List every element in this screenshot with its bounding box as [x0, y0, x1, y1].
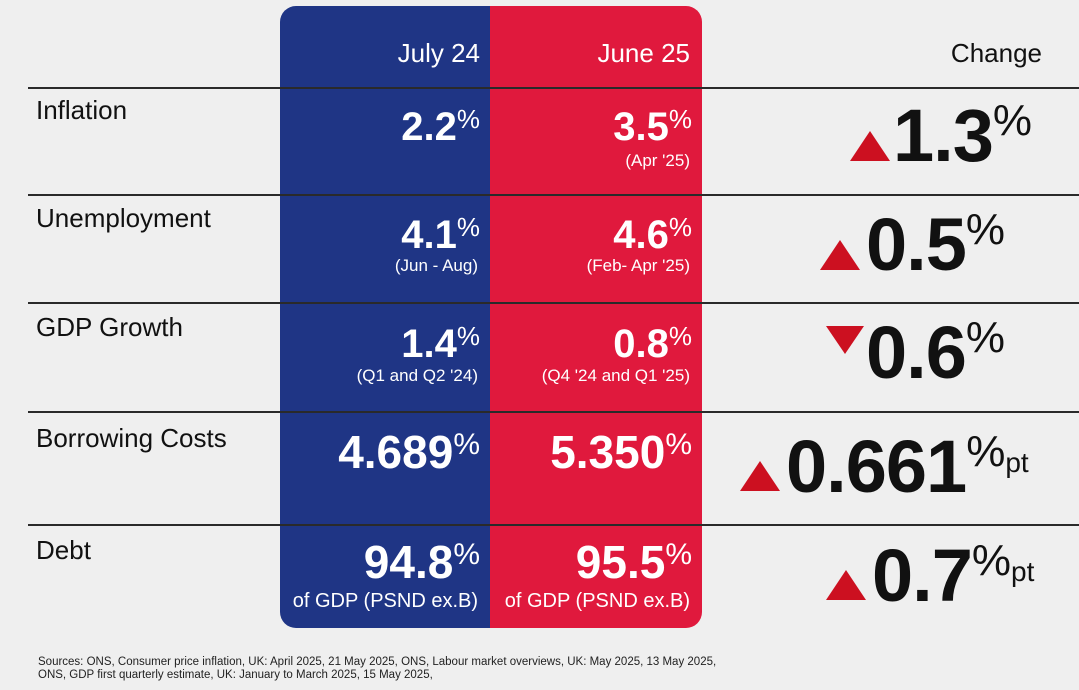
change-unit: pt: [1011, 556, 1035, 587]
up-triangle-icon: [820, 240, 860, 270]
sources-line-2: ONS, GDP first quarterly estimate, UK: J…: [38, 669, 433, 681]
value-percent: %: [453, 428, 480, 461]
value-number: 4.689: [338, 426, 454, 478]
june-value: 3.5%: [490, 104, 692, 147]
change-number: 0.6: [866, 311, 967, 394]
change-value: 0.5%: [866, 205, 1005, 282]
up-triangle-icon: [826, 570, 866, 600]
row-divider: [28, 194, 1079, 196]
june-value: 0.8%: [490, 321, 692, 364]
july-24-column-background: [280, 6, 490, 628]
row-label: GDP Growth: [36, 312, 183, 342]
change-value: 0.661%pt: [786, 427, 1029, 504]
value-number: 94.8: [363, 536, 454, 588]
value-number: 5.350: [550, 426, 666, 478]
june-note: (Q4 '24 and Q1 '25): [541, 366, 690, 385]
june-value: 5.350%: [490, 428, 692, 475]
change-percent: %: [966, 427, 1006, 476]
value-percent: %: [456, 212, 480, 242]
change-unit: pt: [1005, 447, 1029, 478]
value-number: 2.2: [401, 105, 457, 149]
value-percent: %: [668, 321, 692, 351]
value-percent: %: [456, 321, 480, 351]
change-percent: %: [965, 313, 1005, 362]
change-value: 1.3%: [893, 96, 1032, 173]
row-divider: [28, 87, 1079, 89]
value-number: 4.1: [401, 213, 457, 257]
change-percent: %: [965, 205, 1005, 254]
july-value: 94.8%: [280, 538, 480, 585]
july-value: 2.2%: [280, 104, 480, 147]
june-value: 95.5%: [490, 538, 692, 585]
row-label: Borrowing Costs: [36, 423, 227, 453]
july-note: of GDP (PSND ex.B): [292, 590, 478, 612]
july-note: (Q1 and Q2 '24): [356, 366, 478, 385]
value-percent: %: [668, 104, 692, 134]
row-divider: [28, 302, 1079, 304]
value-number: 4.6: [613, 213, 669, 257]
row-label: Unemployment: [36, 203, 211, 233]
header-change: Change: [950, 38, 1042, 68]
value-percent: %: [456, 104, 480, 134]
value-number: 3.5: [613, 105, 669, 149]
july-value: 4.1%: [280, 212, 480, 255]
value-percent: %: [665, 538, 692, 571]
value-number: 1.4: [401, 322, 457, 366]
row-label: Inflation: [36, 95, 128, 125]
up-triangle-icon: [740, 461, 780, 491]
july-note: (Jun - Aug): [394, 256, 478, 275]
value-percent: %: [665, 428, 692, 461]
value-number: 95.5: [575, 536, 666, 588]
change-value: 0.6%: [866, 313, 1005, 390]
june-note: (Apr '25): [625, 151, 690, 170]
change-number: 1.3: [893, 94, 994, 177]
june-note: of GDP (PSND ex.B): [504, 590, 690, 612]
june-value: 4.6%: [490, 212, 692, 255]
june-note: (Feb- Apr '25): [586, 256, 690, 275]
up-triangle-icon: [850, 131, 890, 161]
june-25-column-background: [490, 6, 702, 628]
change-value: 0.7%pt: [872, 536, 1034, 613]
july-value: 1.4%: [280, 321, 480, 364]
sources-footnote: Sources: ONS, Consumer price inflation, …: [38, 656, 1038, 682]
value-percent: %: [668, 212, 692, 242]
change-percent: %: [971, 536, 1011, 585]
down-triangle-icon: [826, 326, 864, 354]
change-number: 0.5: [866, 203, 967, 286]
header-june-25: June 25: [597, 38, 690, 68]
value-number: 0.8: [613, 322, 669, 366]
header-july-24: July 24: [397, 38, 480, 68]
row-label: Debt: [36, 535, 91, 565]
row-divider: [28, 524, 1079, 526]
change-number: 0.661: [786, 425, 967, 508]
change-percent: %: [992, 96, 1032, 145]
july-value: 4.689%: [280, 428, 480, 475]
sources-line-1: Sources: ONS, Consumer price inflation, …: [38, 656, 717, 668]
value-percent: %: [453, 538, 480, 571]
change-number: 0.7: [872, 534, 973, 617]
row-divider: [28, 411, 1079, 413]
